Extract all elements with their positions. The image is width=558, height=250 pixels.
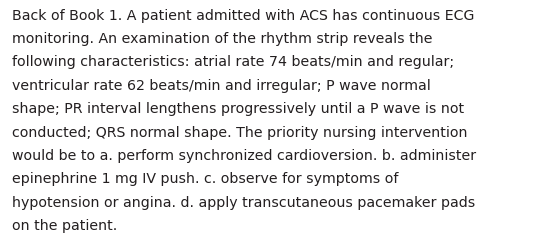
Text: on the patient.: on the patient. (12, 218, 118, 232)
Text: ventricular rate 62 beats/min and irregular; P wave normal: ventricular rate 62 beats/min and irregu… (12, 78, 431, 92)
Text: epinephrine 1 mg IV push. c. observe for symptoms of: epinephrine 1 mg IV push. c. observe for… (12, 172, 398, 185)
Text: would be to a. perform synchronized cardioversion. b. administer: would be to a. perform synchronized card… (12, 148, 477, 162)
Text: conducted; QRS normal shape. The priority nursing intervention: conducted; QRS normal shape. The priorit… (12, 125, 468, 139)
Text: hypotension or angina. d. apply transcutaneous pacemaker pads: hypotension or angina. d. apply transcut… (12, 195, 475, 209)
Text: Back of Book 1. A patient admitted with ACS has continuous ECG: Back of Book 1. A patient admitted with … (12, 9, 475, 23)
Text: monitoring. An examination of the rhythm strip reveals the: monitoring. An examination of the rhythm… (12, 32, 433, 46)
Text: following characteristics: atrial rate 74 beats/min and regular;: following characteristics: atrial rate 7… (12, 55, 454, 69)
Text: shape; PR interval lengthens progressively until a P wave is not: shape; PR interval lengthens progressive… (12, 102, 464, 116)
